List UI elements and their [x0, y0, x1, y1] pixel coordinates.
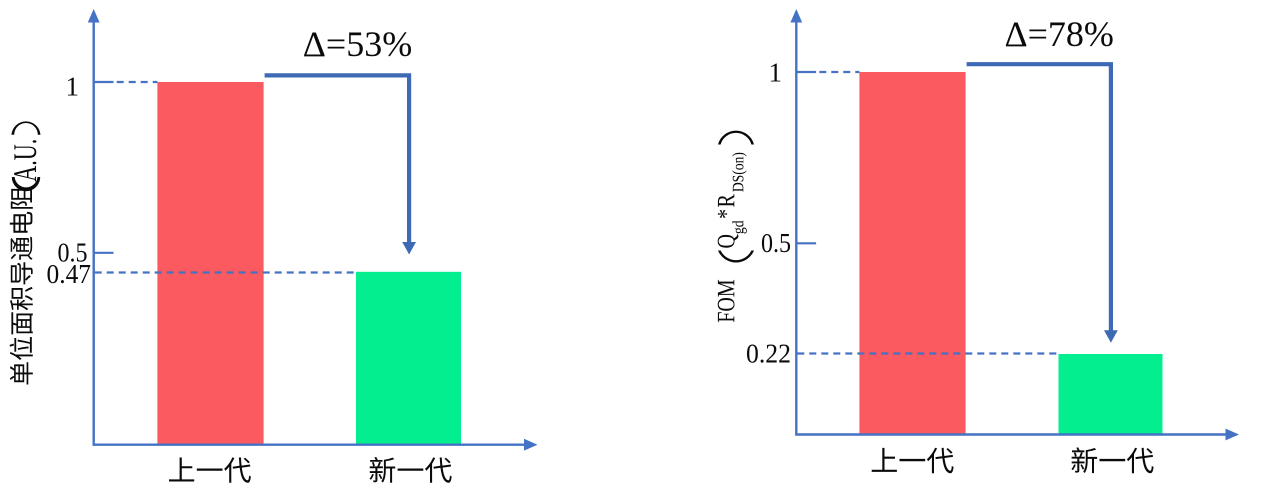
- svg-text:Δ=53%: Δ=53%: [303, 24, 412, 64]
- svg-text:1: 1: [66, 72, 80, 102]
- svg-text:0.47: 0.47: [47, 259, 92, 289]
- svg-text:0.5: 0.5: [761, 228, 791, 258]
- svg-text:1: 1: [769, 58, 783, 88]
- svg-text:Δ=78%: Δ=78%: [1004, 14, 1113, 54]
- svg-text:0.5: 0.5: [58, 238, 88, 268]
- svg-text:0.22: 0.22: [746, 339, 791, 369]
